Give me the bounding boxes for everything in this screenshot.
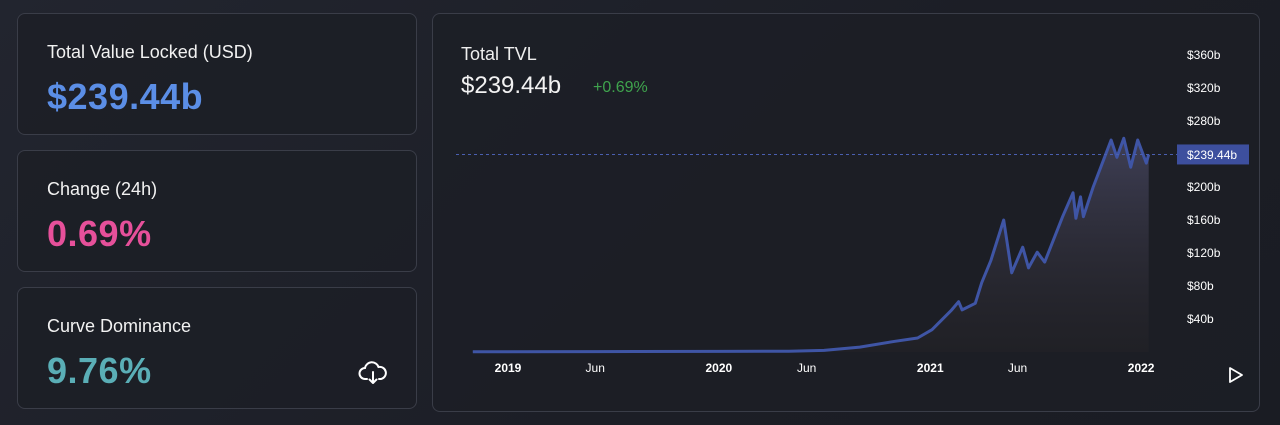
x-tick-label: Jun [1008,361,1027,375]
tvl-card: Total Value Locked (USD) $239.44b [17,13,417,135]
change-card: Change (24h) 0.69% [17,150,417,272]
tvl-area [472,138,1149,352]
chart-change: +0.69% [593,79,648,96]
y-tick-label: $200b [1187,180,1221,194]
y-tick-label: $280b [1187,114,1221,128]
dominance-value: 9.76% [47,350,152,391]
change-label: Change (24h) [47,179,158,199]
change-value: 0.69% [47,213,152,254]
y-tick-label: $160b [1187,213,1221,227]
tvl-chart[interactable]: $40b $80b $120b $160b $200b $280b $320b $360b $2… [433,14,1261,413]
y-tick-label: $40b [1187,312,1214,326]
dominance-label: Curve Dominance [47,316,192,336]
cloud-download-icon[interactable] [358,360,388,386]
y-tick-label: $320b [1187,81,1221,95]
x-tick-label: Jun [586,361,605,375]
chart-title: Total TVL [461,44,537,64]
current-value-badge [1177,144,1249,165]
x-tick-label: 2019 [495,361,522,375]
dominance-card: Curve Dominance 9.76% [17,287,417,409]
x-tick-label: Jun [797,361,816,375]
tvl-label: Total Value Locked (USD) [47,42,253,62]
y-tick-label: $120b [1187,246,1221,260]
play-icon[interactable] [1228,366,1244,384]
x-tick-label: 2022 [1128,361,1155,375]
current-value-badge-label: $239.44b [1187,148,1237,162]
chart-current-value: $239.44b [461,72,562,99]
x-tick-label: 2021 [917,361,944,375]
tvl-chart-panel: Total TVL $239.44b +0.69% $40b $80b $120b $… [432,13,1260,412]
x-tick-label: 2020 [706,361,733,375]
tvl-value: $239.44b [47,76,204,117]
y-tick-label: $360b [1187,48,1221,62]
y-tick-label: $80b [1187,279,1214,293]
